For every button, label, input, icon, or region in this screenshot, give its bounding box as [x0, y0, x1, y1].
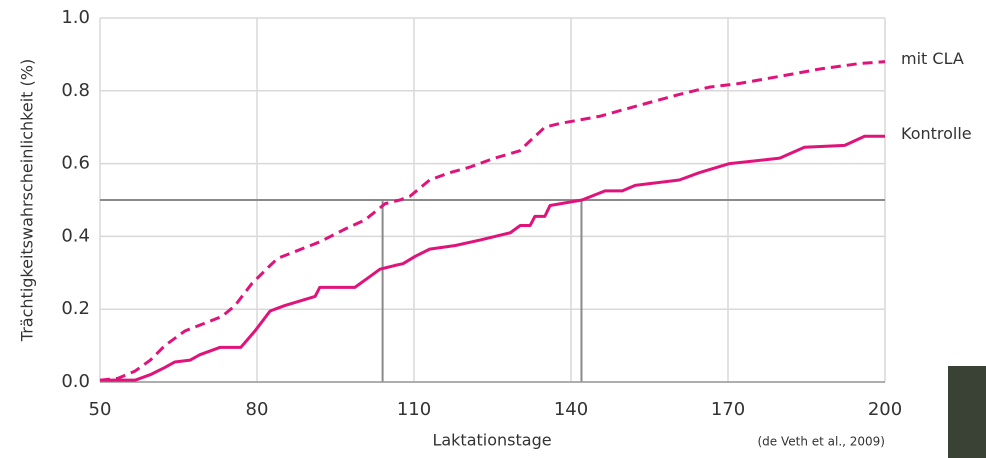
x-tick-label: 170	[711, 399, 745, 420]
y-tick-label: 0.2	[61, 298, 90, 319]
source-note: (de Veth et al., 2009)	[757, 435, 885, 449]
y-tick-label: 1.0	[61, 7, 90, 28]
series-line	[100, 136, 885, 380]
y-tick-label: 0.0	[61, 371, 90, 392]
y-tick-label: 0.4	[61, 225, 90, 246]
y-tick-label: 0.6	[61, 153, 90, 174]
x-tick-label: 80	[246, 399, 269, 420]
y-tick-label: 0.8	[61, 80, 90, 101]
series-label: mit CLA	[901, 49, 964, 68]
series-line	[100, 62, 885, 381]
x-axis-label: Laktationstage	[432, 431, 551, 450]
x-tick-label: 110	[397, 399, 431, 420]
x-tick-label: 140	[554, 399, 588, 420]
chart: Trächtigkeitswahrscheinlichkeit (%) Lakt…	[0, 0, 986, 458]
series-label: Kontrolle	[901, 124, 972, 143]
y-axis-label: Trächtigkeitswahrscheinlichkeit (%)	[18, 59, 37, 342]
photo-fragment	[948, 366, 986, 458]
x-tick-label: 200	[868, 399, 902, 420]
x-tick-label: 50	[89, 399, 112, 420]
